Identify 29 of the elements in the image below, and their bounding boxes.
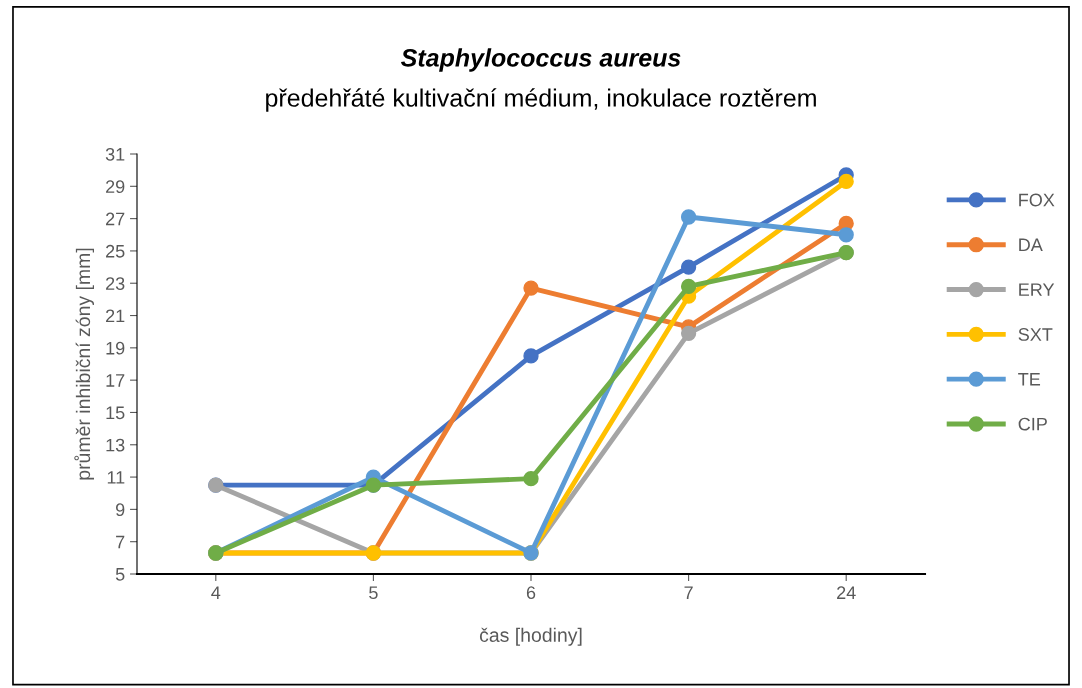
- x-tick-label: 4: [211, 586, 221, 599]
- y-tick-label: 7: [116, 535, 125, 549]
- y-tick-label: 5: [115, 568, 125, 581]
- legend-label: SXT: [1018, 328, 1053, 341]
- legend-label: CIP: [1018, 417, 1047, 431]
- legend-label: FOX: [1019, 193, 1055, 207]
- y-tick-label: 29: [106, 180, 125, 194]
- y-tick-label: 25: [106, 244, 125, 258]
- y-tick-label: 31: [105, 147, 125, 161]
- legend-label: ERY: [1019, 283, 1055, 296]
- x-tick-label: 24: [837, 586, 856, 599]
- legend-label: TE: [1018, 373, 1041, 386]
- y-tick-label: 21: [106, 309, 125, 323]
- x-axis-title: čas [hodiny]: [479, 627, 582, 646]
- y-tick-label: 17: [106, 374, 125, 387]
- y-tick-label: 11: [107, 471, 125, 484]
- chart-title: Staphylococcus aureus: [400, 48, 681, 72]
- chart-subtitle: předehřáté kultivační médium, inokulace roztěrem: [266, 88, 816, 112]
- x-tick-label: 7: [684, 586, 693, 599]
- y-tick-label: 27: [106, 212, 125, 226]
- y-tick-label: 19: [106, 341, 125, 355]
- y-tick-label: 15: [106, 406, 125, 420]
- legend-label: DA: [1019, 238, 1043, 252]
- x-tick-label: 6: [526, 586, 536, 600]
- y-tick-label: 9: [116, 503, 125, 517]
- y-axis-title: průměr inhibiční zóny [mm]: [74, 248, 94, 480]
- y-tick-label: 23: [106, 277, 125, 290]
- y-tick-label: 13: [106, 438, 125, 452]
- x-tick-label: 5: [369, 586, 378, 600]
